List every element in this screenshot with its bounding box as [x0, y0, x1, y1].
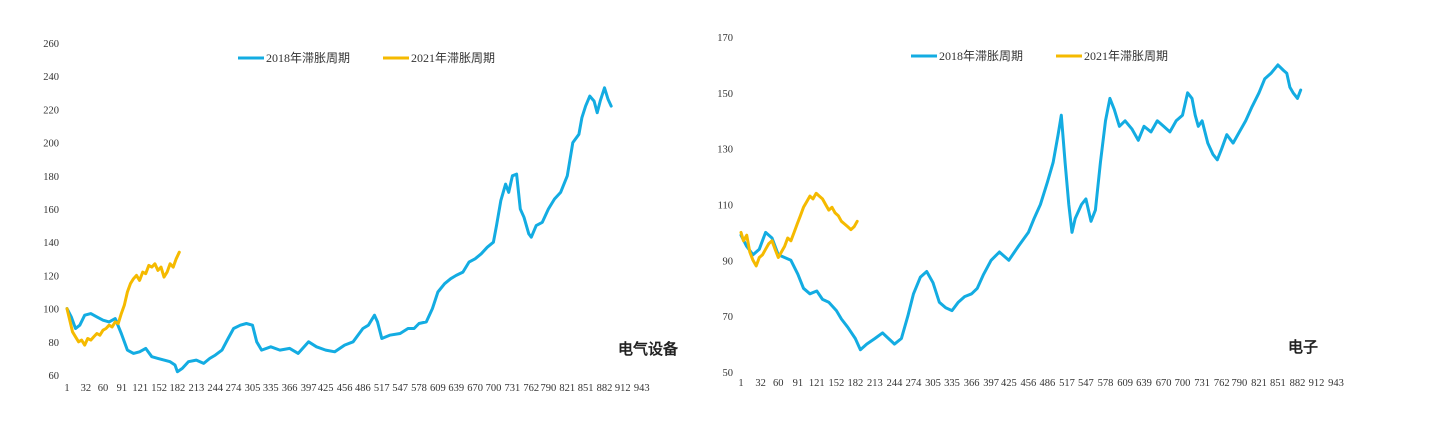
x-tick-label: 1 [738, 378, 743, 389]
x-tick-label: 943 [1328, 378, 1344, 389]
x-tick-label: 60 [773, 378, 784, 389]
x-tick-label: 790 [540, 383, 556, 394]
x-tick-label: 1 [64, 383, 69, 394]
y-tick-label: 70 [723, 312, 734, 323]
x-tick-label: 882 [1290, 378, 1306, 389]
chart-panel-electronics: 50 70 90 110 130 150 170 1 32 60 91 121 152 182 213 244… [715, 0, 1430, 440]
x-tick-label: 639 [1136, 378, 1152, 389]
x-tick-label: 821 [1251, 378, 1267, 389]
legend-label: 2018年滞胀周期 [266, 51, 350, 65]
y-tick-label: 80 [49, 338, 60, 349]
chart-title: 电子 [1288, 338, 1318, 356]
x-tick-label: 943 [634, 383, 650, 394]
y-tick-label: 220 [43, 105, 59, 116]
y-tick-label: 180 [43, 172, 59, 183]
x-tick-label: 274 [906, 378, 923, 389]
x-tick-label: 609 [1117, 378, 1133, 389]
x-tick-label: 91 [117, 383, 128, 394]
x-tick-label: 244 [207, 383, 224, 394]
chart-panel-electrical-equipment: 60 80 100 120 140 160 180 200 220 240 260 1 32 60 91 12… [43, 39, 679, 394]
x-tick-label: 152 [151, 383, 167, 394]
x-tick-label: 305 [925, 378, 941, 389]
x-tick-label: 700 [1175, 378, 1191, 389]
y-tick-label: 60 [49, 371, 60, 382]
x-tick-label: 731 [1194, 378, 1210, 389]
y-tick-label: 160 [43, 205, 59, 216]
series-line-2018 [65, 86, 613, 374]
x-tick-label: 486 [355, 383, 371, 394]
legend-label: 2021年滞胀周期 [411, 51, 495, 65]
chart-title: 电气设备 [618, 340, 679, 358]
x-tick-label: 821 [559, 383, 575, 394]
x-tick-label: 121 [809, 378, 825, 389]
x-tick-label: 182 [847, 378, 863, 389]
x-tick-label: 517 [374, 383, 390, 394]
x-tick-label: 366 [964, 378, 980, 389]
x-tick-label: 425 [1001, 378, 1017, 389]
x-tick-label: 851 [1270, 378, 1286, 389]
x-tick-label: 851 [578, 383, 594, 394]
x-tick-label: 335 [944, 378, 960, 389]
x-tick-label: 578 [1098, 378, 1114, 389]
y-tick-label: 240 [43, 72, 59, 83]
x-tick-label: 762 [1214, 378, 1230, 389]
chart-svg: 60 80 100 120 140 160 180 200 220 240 260 1 32 60 91 12… [43, 39, 679, 394]
y-tick-label: 200 [43, 139, 59, 150]
chart-svg: 50 70 90 110 130 150 170 1 32 60 91 121 152 182 213 244… [717, 33, 1344, 389]
x-tick-label: 731 [504, 383, 520, 394]
y-tick-label: 150 [717, 89, 733, 100]
x-tick-label: 244 [887, 378, 904, 389]
x-tick-label: 547 [1078, 378, 1094, 389]
x-tick-label: 121 [132, 383, 148, 394]
x-tick-label: 609 [430, 383, 446, 394]
x-tick-label: 456 [1021, 378, 1037, 389]
x-tick-label: 486 [1039, 378, 1055, 389]
x-tick-label: 60 [98, 383, 109, 394]
x-tick-label: 32 [755, 378, 766, 389]
x-tick-label: 274 [226, 383, 243, 394]
y-tick-label: 130 [717, 145, 733, 156]
x-tick-label: 335 [263, 383, 279, 394]
legend-label: 2018年滞胀周期 [939, 49, 1023, 63]
x-tick-label: 366 [282, 383, 298, 394]
x-tick-label: 152 [829, 378, 845, 389]
x-tick-label: 547 [392, 383, 408, 394]
y-tick-label: 100 [43, 305, 59, 316]
x-tick-label: 670 [1156, 378, 1172, 389]
x-tick-label: 578 [411, 383, 427, 394]
y-tick-label: 50 [723, 368, 734, 379]
x-tick-label: 397 [301, 383, 317, 394]
series-line-2021 [65, 250, 181, 347]
x-tick-label: 182 [170, 383, 186, 394]
y-tick-label: 120 [43, 271, 59, 282]
x-tick-label: 912 [1309, 378, 1325, 389]
x-tick-label: 456 [337, 383, 353, 394]
x-tick-label: 213 [188, 383, 204, 394]
x-tick-label: 670 [467, 383, 483, 394]
series-line-2021 [739, 191, 859, 268]
series-line-2018 [739, 63, 1303, 352]
x-tick-label: 912 [615, 383, 631, 394]
x-tick-label: 305 [245, 383, 261, 394]
y-tick-label: 170 [717, 33, 733, 44]
x-tick-label: 213 [867, 378, 883, 389]
x-tick-label: 882 [597, 383, 613, 394]
y-tick-label: 140 [43, 238, 59, 249]
x-tick-label: 517 [1059, 378, 1075, 389]
x-tick-label: 91 [793, 378, 804, 389]
x-tick-label: 762 [523, 383, 539, 394]
y-tick-label: 90 [723, 256, 734, 267]
x-tick-label: 425 [318, 383, 334, 394]
x-tick-label: 639 [448, 383, 464, 394]
legend-label: 2021年滞胀周期 [1084, 49, 1168, 63]
x-tick-label: 397 [983, 378, 999, 389]
y-tick-label: 260 [43, 39, 59, 50]
x-tick-label: 700 [486, 383, 502, 394]
x-tick-label: 790 [1232, 378, 1248, 389]
x-tick-label: 32 [81, 383, 92, 394]
y-tick-label: 110 [718, 201, 733, 212]
